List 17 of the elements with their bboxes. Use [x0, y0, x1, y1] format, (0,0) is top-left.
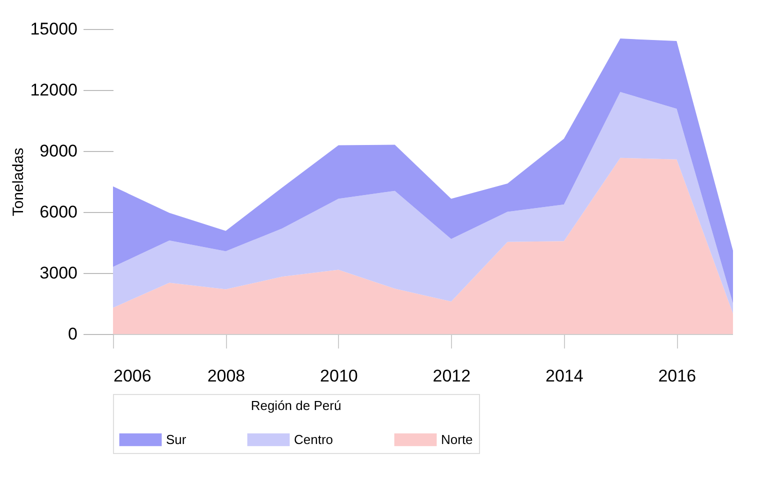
x-tick-label: 2014	[545, 366, 584, 386]
legend-title: Región de Perú	[250, 398, 342, 413]
y-axis-title: Toneladas	[10, 148, 28, 216]
y-tick-label: 9000	[40, 142, 78, 160]
x-tick-label: 2012	[432, 366, 471, 386]
y-tick-label: 15000	[30, 20, 78, 38]
x-tick-label: 2008	[207, 366, 246, 386]
x-tick-label: 2010	[320, 366, 358, 386]
y-tick-label: 0	[68, 324, 78, 344]
legend-label: Centro	[294, 432, 334, 447]
y-tick-label: 3000	[40, 264, 78, 282]
legend-label: Sur	[166, 432, 187, 447]
x-tick-label: 2006	[114, 366, 152, 386]
x-tick-label: 2016	[658, 366, 696, 386]
y-tick-label: 6000	[40, 202, 78, 222]
legend-label: Norte	[441, 432, 473, 447]
y-tick-label: 12000	[30, 80, 78, 100]
